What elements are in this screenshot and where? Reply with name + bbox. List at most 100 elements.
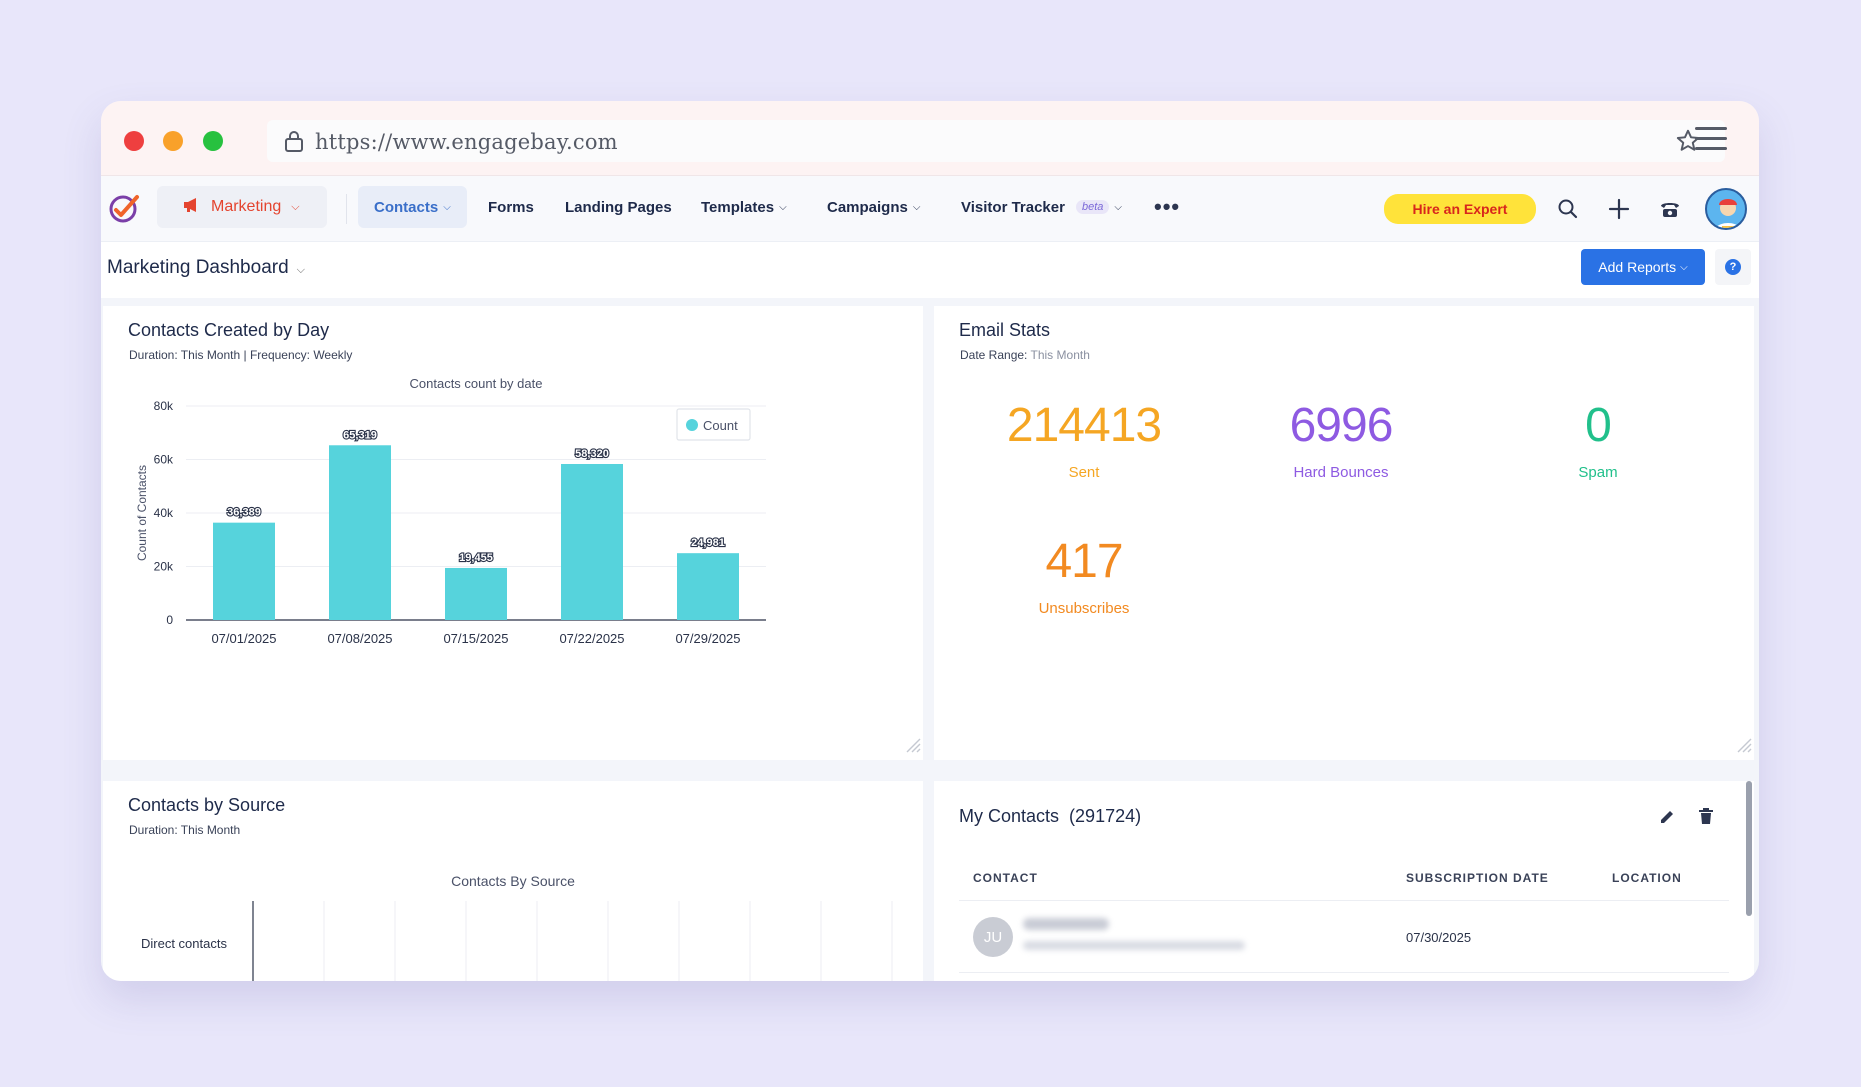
url-text[interactable]: https://www.engagebay.com: [315, 130, 618, 154]
card-title: Contacts Created by Day: [128, 320, 330, 340]
contacts-by-source-card: Contacts by Source Duration: This Month …: [103, 781, 923, 981]
add-reports-label: Add Reports: [1598, 259, 1677, 275]
stat-sent[interactable]: 214413 Sent: [984, 399, 1184, 482]
source-chart-title: Contacts By Source: [451, 873, 575, 889]
stat-label: Hard Bounces: [1293, 464, 1389, 481]
stat-value: 0: [1585, 399, 1612, 452]
edit-icon[interactable]: [1658, 808, 1676, 831]
hamburger-menu-icon[interactable]: [1695, 127, 1727, 156]
chart-bar: [677, 553, 739, 620]
nav-landing-pages-label: Landing Pages: [565, 198, 672, 216]
add-reports-button[interactable]: Add Reports ⌵: [1581, 249, 1705, 285]
app-navbar: Marketing ⌵ Contacts ⌵ Forms Landing Pag…: [101, 176, 1759, 242]
my-contacts-count: (291724): [1069, 806, 1142, 826]
megaphone-icon: [183, 197, 201, 218]
subscription-date: 07/30/2025: [1406, 930, 1472, 945]
bar-data-label: 24,981: [691, 537, 725, 549]
close-window-button[interactable]: [124, 131, 144, 151]
stat-value: 417: [1045, 535, 1123, 588]
chevron-down-icon: ⌵: [779, 201, 787, 213]
chevron-down-icon: ⌵: [1680, 261, 1688, 273]
chevron-down-icon: ⌵: [443, 201, 451, 213]
bar-data-label: 36,389: [227, 507, 261, 519]
card-subtitle: Date Range: This Month: [960, 348, 1090, 362]
column-header-subscription-date[interactable]: SUBSCRIPTION DATE: [1406, 871, 1549, 885]
stat-value: 6996: [1289, 399, 1394, 452]
chevron-down-icon: ⌵: [1114, 201, 1122, 213]
x-tick-label: 07/29/2025: [675, 631, 740, 646]
nav-visitor-tracker[interactable]: Visitor Tracker beta ⌵: [961, 186, 1122, 228]
stat-hard-bounces[interactable]: 6996 Hard Bounces: [1241, 399, 1441, 482]
x-tick-label: 07/08/2025: [327, 631, 392, 646]
stat-unsubscribes[interactable]: 417 Unsubscribes: [984, 535, 1184, 618]
chart-legend: [676, 408, 751, 441]
y-tick-label: 0: [166, 613, 173, 627]
nav-templates-label: Templates: [701, 198, 775, 216]
phone-icon[interactable]: [1659, 198, 1681, 225]
marketing-module-button[interactable]: Marketing ⌵: [157, 186, 327, 228]
resize-handle-icon[interactable]: [903, 735, 921, 758]
trash-icon[interactable]: [1698, 807, 1714, 830]
email-stats-card: Email Stats Date Range: This Month 21441…: [934, 306, 1754, 760]
chart-bar: [561, 463, 623, 620]
contact-avatar: JU: [973, 917, 1013, 957]
column-header-contact[interactable]: CONTACT: [973, 871, 1038, 885]
dashboard-header: Marketing Dashboard ⌵ Add Reports ⌵ ?: [101, 242, 1759, 298]
card-subtitle: Duration: This Month | Frequency: Weekly: [129, 348, 353, 362]
x-tick-label: 07/22/2025: [559, 631, 624, 646]
contacts-by-day-card: Contacts Created by Day Duration: This M…: [103, 306, 923, 760]
user-avatar[interactable]: [1705, 188, 1747, 230]
source-row-label: Direct contacts: [141, 936, 227, 951]
help-button[interactable]: ?: [1715, 249, 1751, 285]
my-contacts-title: My Contacts: [959, 806, 1060, 826]
beta-badge: beta: [1075, 200, 1110, 214]
y-tick-label: 60k: [154, 453, 174, 467]
plus-icon[interactable]: [1608, 198, 1630, 225]
column-header-location[interactable]: LOCATION: [1612, 871, 1682, 885]
card-title: My Contacts (291724): [959, 806, 1141, 827]
y-tick-label: 80k: [154, 399, 174, 413]
search-icon[interactable]: [1557, 198, 1579, 225]
lock-icon: [283, 129, 305, 158]
x-tick-label: 07/15/2025: [443, 631, 508, 646]
date-range-label: Date Range:: [960, 348, 1028, 362]
more-options-icon[interactable]: •••: [1154, 194, 1181, 219]
nav-campaigns[interactable]: Campaigns ⌵: [827, 186, 920, 228]
minimize-window-button[interactable]: [163, 131, 183, 151]
card-title: Contacts by Source: [128, 795, 286, 815]
nav-forms[interactable]: Forms: [488, 186, 534, 228]
contacts-bar-chart: Contacts count by date 0 20k 40k 60k 80k Count…: [135, 376, 766, 646]
chevron-down-icon: ⌵: [296, 264, 305, 276]
y-tick-label: 40k: [154, 506, 174, 520]
bar-data-label: 58,320: [575, 448, 609, 460]
nav-contacts-label: Contacts: [374, 198, 439, 216]
stat-spam[interactable]: 0 Spam: [1498, 399, 1698, 482]
contact-name-redacted: [1023, 918, 1109, 930]
resize-handle-icon[interactable]: [1734, 735, 1752, 758]
legend-label: Count: [703, 418, 738, 433]
bar-data-label: 19,455: [459, 552, 493, 564]
nav-campaigns-label: Campaigns: [827, 198, 908, 216]
nav-divider: [346, 194, 347, 224]
dashboard-title: Marketing Dashboard: [107, 257, 289, 278]
engagebay-logo[interactable]: [106, 190, 142, 231]
nav-contacts[interactable]: Contacts ⌵: [358, 186, 467, 228]
header-divider: [959, 900, 1729, 901]
bar-data-label: 65,319: [343, 429, 377, 441]
scrollbar[interactable]: [1746, 781, 1752, 916]
date-range-value: This Month: [1030, 348, 1090, 362]
nav-landing-pages[interactable]: Landing Pages: [565, 186, 672, 228]
maximize-window-button[interactable]: [203, 131, 223, 151]
dashboard-selector[interactable]: Marketing Dashboard ⌵: [107, 257, 305, 279]
stat-value: 214413: [1006, 399, 1162, 452]
stat-label: Unsubscribes: [1038, 600, 1130, 617]
card-subtitle: Duration: This Month: [129, 823, 241, 837]
chevron-down-icon: ⌵: [912, 201, 921, 213]
legend-swatch: [686, 419, 698, 431]
chart-bar: [329, 445, 391, 620]
nav-forms-label: Forms: [488, 198, 534, 216]
help-icon: ?: [1725, 259, 1741, 275]
hire-expert-button[interactable]: Hire an Expert: [1384, 194, 1536, 224]
nav-templates[interactable]: Templates ⌵: [701, 186, 787, 228]
address-bar[interactable]: https://www.engagebay.com: [267, 120, 1725, 162]
